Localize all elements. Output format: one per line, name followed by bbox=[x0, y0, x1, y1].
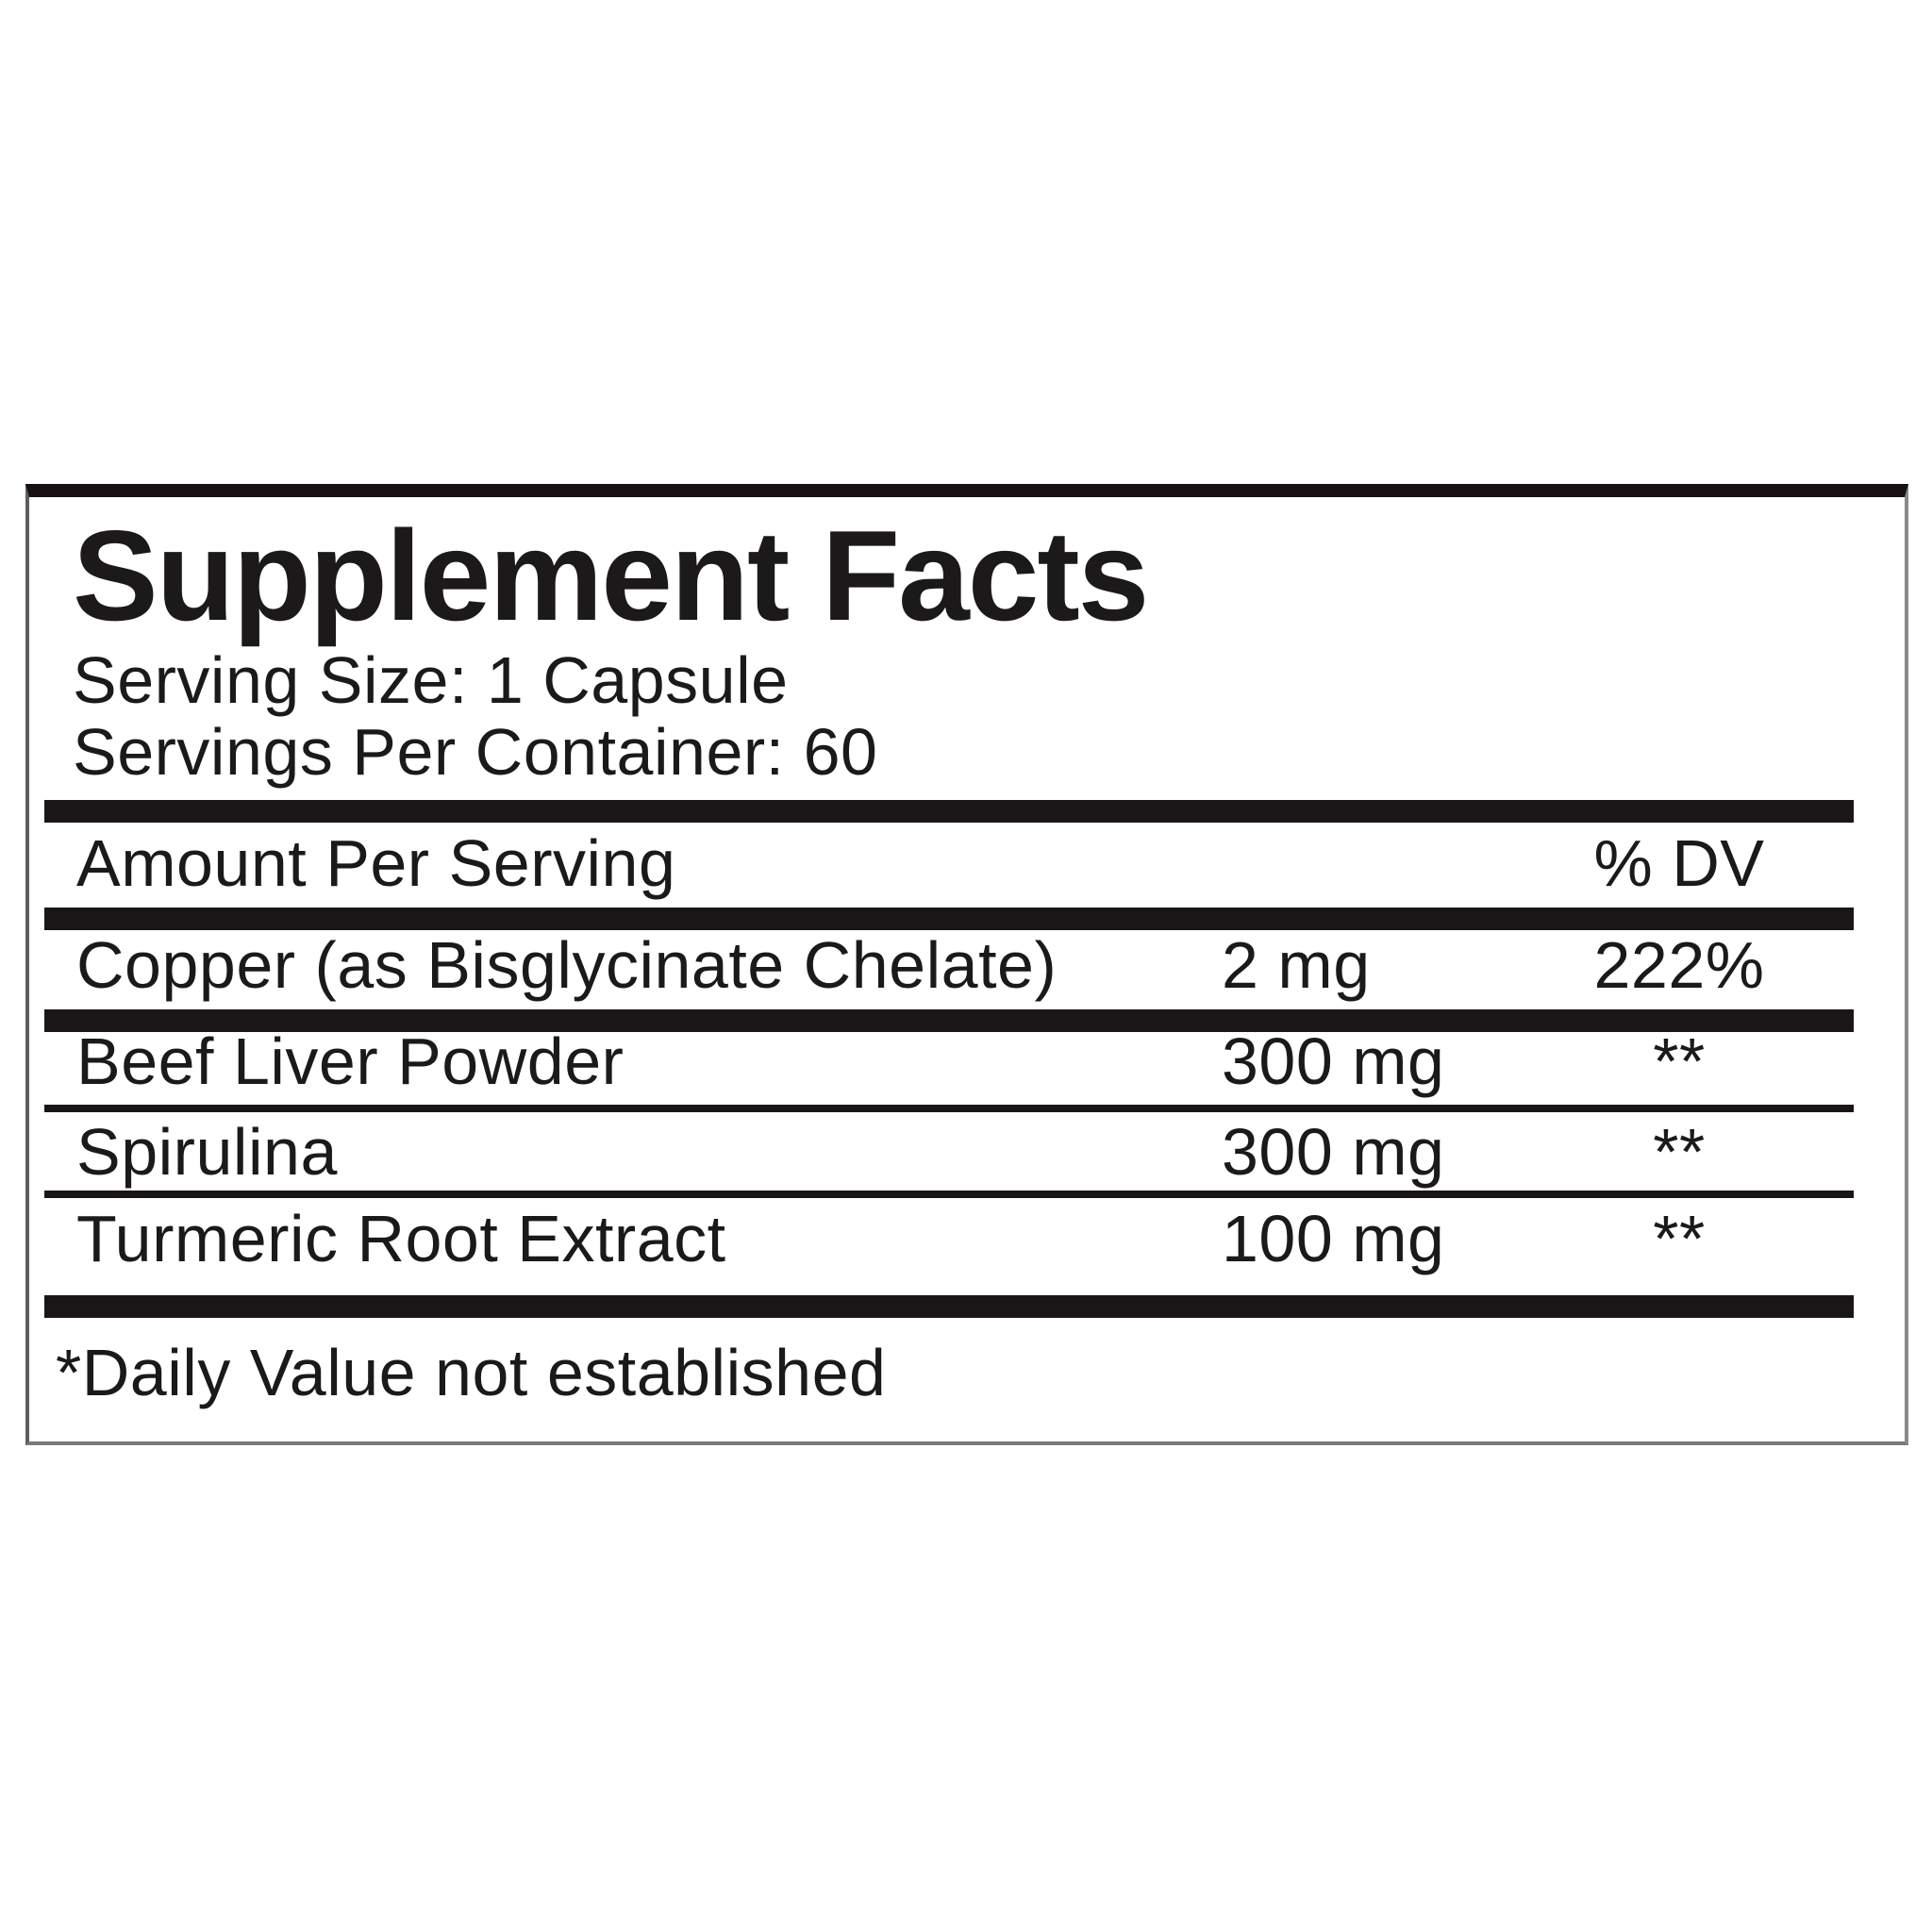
ingredient-name: Copper (as Bisglycinate Chelate) bbox=[76, 928, 1058, 1002]
servings-per-container-line: Servings Per Container: 60 bbox=[73, 715, 878, 789]
ingredient-amount: 100 mg bbox=[1222, 1202, 1445, 1275]
table-header-row: Amount Per Serving % DV bbox=[29, 827, 1905, 899]
ingredient-name: Spirulina bbox=[76, 1115, 338, 1189]
amount-header-spacer bbox=[1222, 827, 1538, 899]
ingredient-dv: ** bbox=[1653, 1202, 1706, 1275]
table-row: Copper (as Bisglycinate Chelate) 2 mg 22… bbox=[29, 929, 1905, 1001]
divider-thin-1 bbox=[44, 1105, 1854, 1112]
divider-thick-top bbox=[44, 800, 1854, 823]
panel-title: Supplement Facts bbox=[73, 504, 1149, 647]
divider-thick-bottom bbox=[44, 1295, 1854, 1318]
ingredient-name: Beef Liver Powder bbox=[76, 1024, 625, 1098]
ingredient-amount: 2 mg bbox=[1222, 928, 1371, 1002]
divider-thick-below-header bbox=[44, 908, 1854, 930]
ingredient-amount: 300 mg bbox=[1222, 1024, 1445, 1098]
amount-per-serving-header: Amount Per Serving bbox=[76, 826, 676, 900]
ingredient-dv: 222% bbox=[1593, 928, 1765, 1002]
ingredient-dv: ** bbox=[1653, 1115, 1706, 1189]
daily-value-footnote: *Daily Value not established bbox=[56, 1336, 887, 1409]
table-row: Beef Liver Powder 300 mg ** bbox=[29, 1025, 1905, 1097]
divider-thick-below-copper bbox=[44, 1009, 1854, 1032]
ingredient-amount: 300 mg bbox=[1222, 1115, 1445, 1189]
table-row: Turmeric Root Extract 100 mg ** bbox=[29, 1203, 1905, 1274]
ingredient-name: Turmeric Root Extract bbox=[76, 1202, 726, 1275]
serving-size-line: Serving Size: 1 Capsule bbox=[73, 643, 789, 717]
table-row: Spirulina 300 mg ** bbox=[29, 1116, 1905, 1188]
supplement-facts-panel: Supplement Facts Serving Size: 1 Capsule… bbox=[25, 484, 1908, 1445]
serving-info: Serving Size: 1 Capsule Servings Per Con… bbox=[73, 644, 877, 788]
divider-thin-2 bbox=[44, 1191, 1854, 1198]
percent-dv-header: % DV bbox=[1593, 826, 1765, 900]
ingredient-dv: ** bbox=[1653, 1024, 1706, 1098]
